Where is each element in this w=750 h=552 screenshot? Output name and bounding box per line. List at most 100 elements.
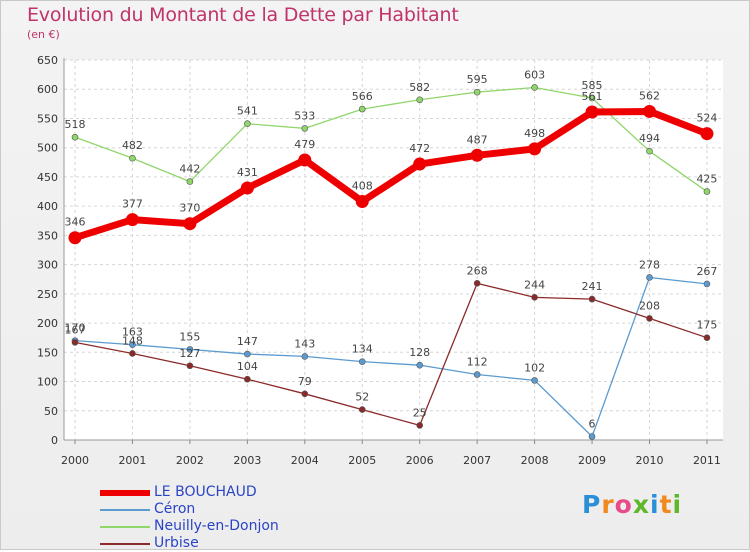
data-label-ceron: 278 — [639, 258, 660, 271]
y-tick-label: 450 — [37, 171, 58, 184]
y-tick-label: 150 — [37, 346, 58, 359]
data-label-urbise: 241 — [582, 280, 603, 293]
x-tick-label: 2009 — [578, 454, 606, 467]
legend: LE BOUCHAUD Céron Neuilly-en-Donjon Urbi… — [100, 484, 400, 552]
data-label-urbise: 79 — [298, 375, 312, 388]
x-tick-label: 2010 — [636, 454, 664, 467]
series-line-urbise — [74, 282, 708, 427]
data-point-urbise — [588, 295, 596, 303]
data-label-urbise: 52 — [355, 391, 369, 404]
data-label-neuilly-en-donjon: 518 — [65, 118, 86, 131]
data-point-neuilly-en-donjon — [588, 94, 596, 102]
data-label-urbise: 127 — [179, 347, 200, 360]
series-line-neuilly-en-donjon — [74, 86, 708, 193]
data-label-urbise: 268 — [467, 264, 488, 277]
data-point-urbise — [703, 334, 711, 341]
data-point-le-bouchaud — [240, 181, 254, 195]
proxiti-logo: Proxiti — [582, 490, 682, 519]
data-label-neuilly-en-donjon: 442 — [179, 163, 200, 176]
data-label-urbise: 148 — [122, 334, 143, 347]
x-tick-label: 2001 — [118, 454, 146, 467]
data-label-urbise: 175 — [696, 319, 717, 332]
data-point-le-bouchaud — [125, 213, 139, 227]
data-label-le-bouchaud: 408 — [352, 179, 373, 192]
y-tick-label: 350 — [37, 229, 58, 242]
legend-item-le-bouchaud: LE BOUCHAUD — [100, 484, 400, 501]
data-point-le-bouchaud — [528, 142, 542, 156]
data-label-le-bouchaud: 498 — [524, 127, 545, 140]
data-point-urbise — [646, 315, 653, 322]
data-label-ceron: 147 — [237, 335, 258, 348]
legend-item-ceron: Céron — [100, 501, 400, 518]
data-point-neuilly-en-donjon — [358, 105, 366, 113]
data-point-urbise — [244, 375, 251, 383]
data-label-ceron: 155 — [179, 330, 200, 343]
x-tick-label: 2006 — [406, 454, 434, 467]
data-label-le-bouchaud: 479 — [294, 138, 315, 151]
data-label-neuilly-en-donjon: 482 — [122, 139, 143, 152]
y-tick-label: 200 — [37, 317, 58, 330]
data-label-ceron: 170 — [65, 322, 86, 335]
data-label-ceron: 128 — [409, 346, 430, 359]
data-point-le-bouchaud — [68, 231, 82, 245]
legend-swatch-le-bouchaud — [100, 490, 150, 496]
y-tick-label: 500 — [37, 142, 58, 155]
data-label-neuilly-en-donjon: 494 — [639, 132, 660, 145]
y-tick-label: 300 — [37, 259, 58, 272]
data-label-neuilly-en-donjon: 585 — [582, 79, 603, 92]
data-label-le-bouchaud: 561 — [582, 90, 603, 103]
logo-letter: i — [650, 490, 660, 519]
data-point-le-bouchaud — [413, 157, 427, 171]
data-point-neuilly-en-donjon — [416, 96, 424, 104]
data-label-le-bouchaud: 562 — [639, 89, 660, 102]
logo-letter: x — [632, 490, 650, 519]
data-label-urbise: 208 — [639, 299, 660, 312]
data-label-ceron: 6 — [589, 417, 596, 430]
data-point-neuilly-en-donjon — [244, 120, 251, 128]
data-label-le-bouchaud: 524 — [696, 112, 717, 125]
legend-label-neuilly-en-donjon: Neuilly-en-Donjon — [154, 518, 279, 534]
data-label-ceron: 143 — [294, 337, 315, 350]
data-point-neuilly-en-donjon — [129, 154, 136, 162]
legend-swatch-ceron — [100, 509, 150, 511]
data-point-le-bouchaud — [585, 105, 599, 119]
legend-item-urbise: Urbise — [100, 535, 400, 552]
data-label-neuilly-en-donjon: 595 — [467, 73, 488, 86]
data-point-neuilly-en-donjon — [531, 84, 538, 91]
y-tick-label: 250 — [37, 288, 58, 301]
data-point-ceron — [244, 350, 251, 358]
data-label-le-bouchaud: 346 — [65, 216, 86, 229]
data-point-le-bouchaud — [355, 194, 369, 208]
data-point-ceron — [416, 361, 424, 369]
data-point-ceron — [531, 377, 538, 384]
logo-letter: o — [614, 490, 633, 519]
x-tick-label: 2005 — [348, 454, 376, 467]
plot-area — [64, 60, 723, 440]
data-point-ceron — [588, 433, 596, 440]
logo-letter: P — [582, 490, 602, 519]
data-label-le-bouchaud: 487 — [467, 133, 488, 146]
data-point-urbise — [301, 390, 309, 398]
data-label-le-bouchaud: 472 — [409, 142, 430, 155]
data-point-urbise — [71, 339, 79, 346]
data-point-urbise — [358, 406, 366, 413]
data-point-neuilly-en-donjon — [186, 178, 194, 185]
data-label-neuilly-en-donjon: 541 — [237, 105, 258, 118]
legend-label-ceron: Céron — [154, 501, 196, 517]
x-tick-label: 2000 — [61, 454, 89, 467]
legend-swatch-urbise — [100, 543, 150, 545]
data-point-urbise — [531, 294, 538, 301]
data-label-urbise: 244 — [524, 278, 545, 291]
data-point-neuilly-en-donjon — [646, 147, 653, 155]
y-tick-label: 400 — [37, 200, 58, 213]
data-point-le-bouchaud — [643, 104, 656, 118]
series-line-le-bouchaud — [73, 107, 709, 242]
data-point-le-bouchaud — [470, 148, 484, 162]
data-label-le-bouchaud: 370 — [179, 202, 200, 215]
y-tick-label: 50 — [44, 405, 58, 418]
y-tick-label: 550 — [37, 112, 58, 125]
data-label-ceron: 134 — [352, 343, 373, 356]
data-label-ceron: 102 — [524, 361, 545, 374]
data-label-urbise: 25 — [413, 406, 427, 419]
data-point-ceron — [703, 280, 711, 288]
